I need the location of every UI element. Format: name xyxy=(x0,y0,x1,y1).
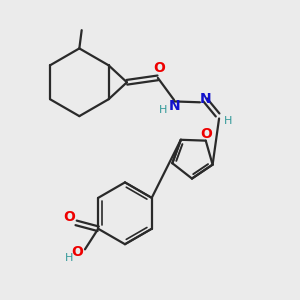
Text: H: H xyxy=(224,116,233,126)
Text: O: O xyxy=(153,61,165,75)
Text: N: N xyxy=(200,92,211,106)
Text: N: N xyxy=(169,99,180,113)
Text: O: O xyxy=(71,245,82,259)
Text: O: O xyxy=(64,210,76,224)
Text: H: H xyxy=(159,105,167,115)
Text: H: H xyxy=(64,253,73,262)
Text: O: O xyxy=(200,127,212,141)
